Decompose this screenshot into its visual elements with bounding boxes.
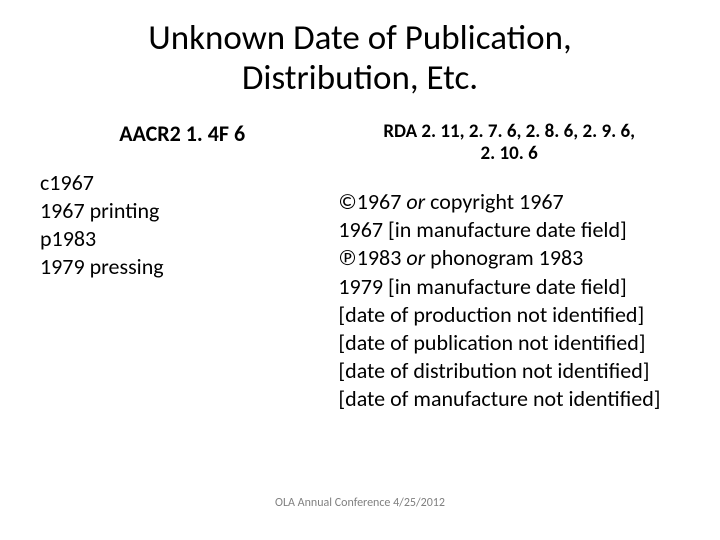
right-heading-line-1: RDA 2. 11, 2. 7. 6, 2. 8. 6, 2. 9. 6, (383, 120, 635, 143)
title-line-2: Distribution, Etc. (242, 57, 478, 99)
right-text: 1979 (338, 273, 383, 300)
right-column: RDA 2. 11, 2. 7. 6, 2. 8. 6, 2. 9. 6, 2.… (334, 121, 680, 414)
right-line: 1967 [in manufacture date field] (338, 216, 680, 244)
right-text: phonogram 1983 (430, 244, 583, 271)
slide-title: Unknown Date of Publication, Distributio… (40, 18, 680, 99)
right-line: ©1967 or copyright 1967 (338, 188, 680, 216)
left-line: c1967 (40, 169, 324, 197)
left-line: p1983 (40, 225, 324, 253)
right-note: [in manufacture date field] (383, 216, 627, 243)
right-note: [in manufacture date field] (383, 273, 627, 300)
slide: Unknown Date of Publication, Distributio… (0, 0, 720, 540)
right-line: ℗1983 or phonogram 1983 (338, 244, 680, 272)
left-heading: AACR2 1. 4F 6 (40, 121, 324, 147)
left-line: 1967 printing (40, 197, 324, 225)
right-heading: RDA 2. 11, 2. 7. 6, 2. 8. 6, 2. 9. 6, 2.… (338, 121, 680, 167)
right-line: [date of manufacture not identified] (338, 385, 680, 413)
left-column: AACR2 1. 4F 6 c1967 1967 printing p1983 … (40, 121, 334, 414)
right-text: copyright 1967 (430, 188, 564, 215)
footer-text: OLA Annual Conference 4/25/2012 (0, 496, 720, 510)
right-text: 1967 (338, 216, 383, 243)
right-line: [date of production not identified] (338, 301, 680, 329)
or-text: or (401, 188, 430, 215)
right-line: [date of publication not identified] (338, 329, 680, 357)
right-text: ©1967 (338, 188, 401, 215)
columns: AACR2 1. 4F 6 c1967 1967 printing p1983 … (40, 121, 680, 414)
right-line: [date of distribution not identified] (338, 357, 680, 385)
left-line: 1979 pressing (40, 253, 324, 281)
right-line: 1979 [in manufacture date field] (338, 273, 680, 301)
right-heading-line-2: 2. 10. 6 (481, 142, 538, 165)
title-line-1: Unknown Date of Publication, (148, 17, 571, 59)
right-text: ℗1983 (338, 244, 401, 271)
or-text: or (401, 244, 430, 271)
